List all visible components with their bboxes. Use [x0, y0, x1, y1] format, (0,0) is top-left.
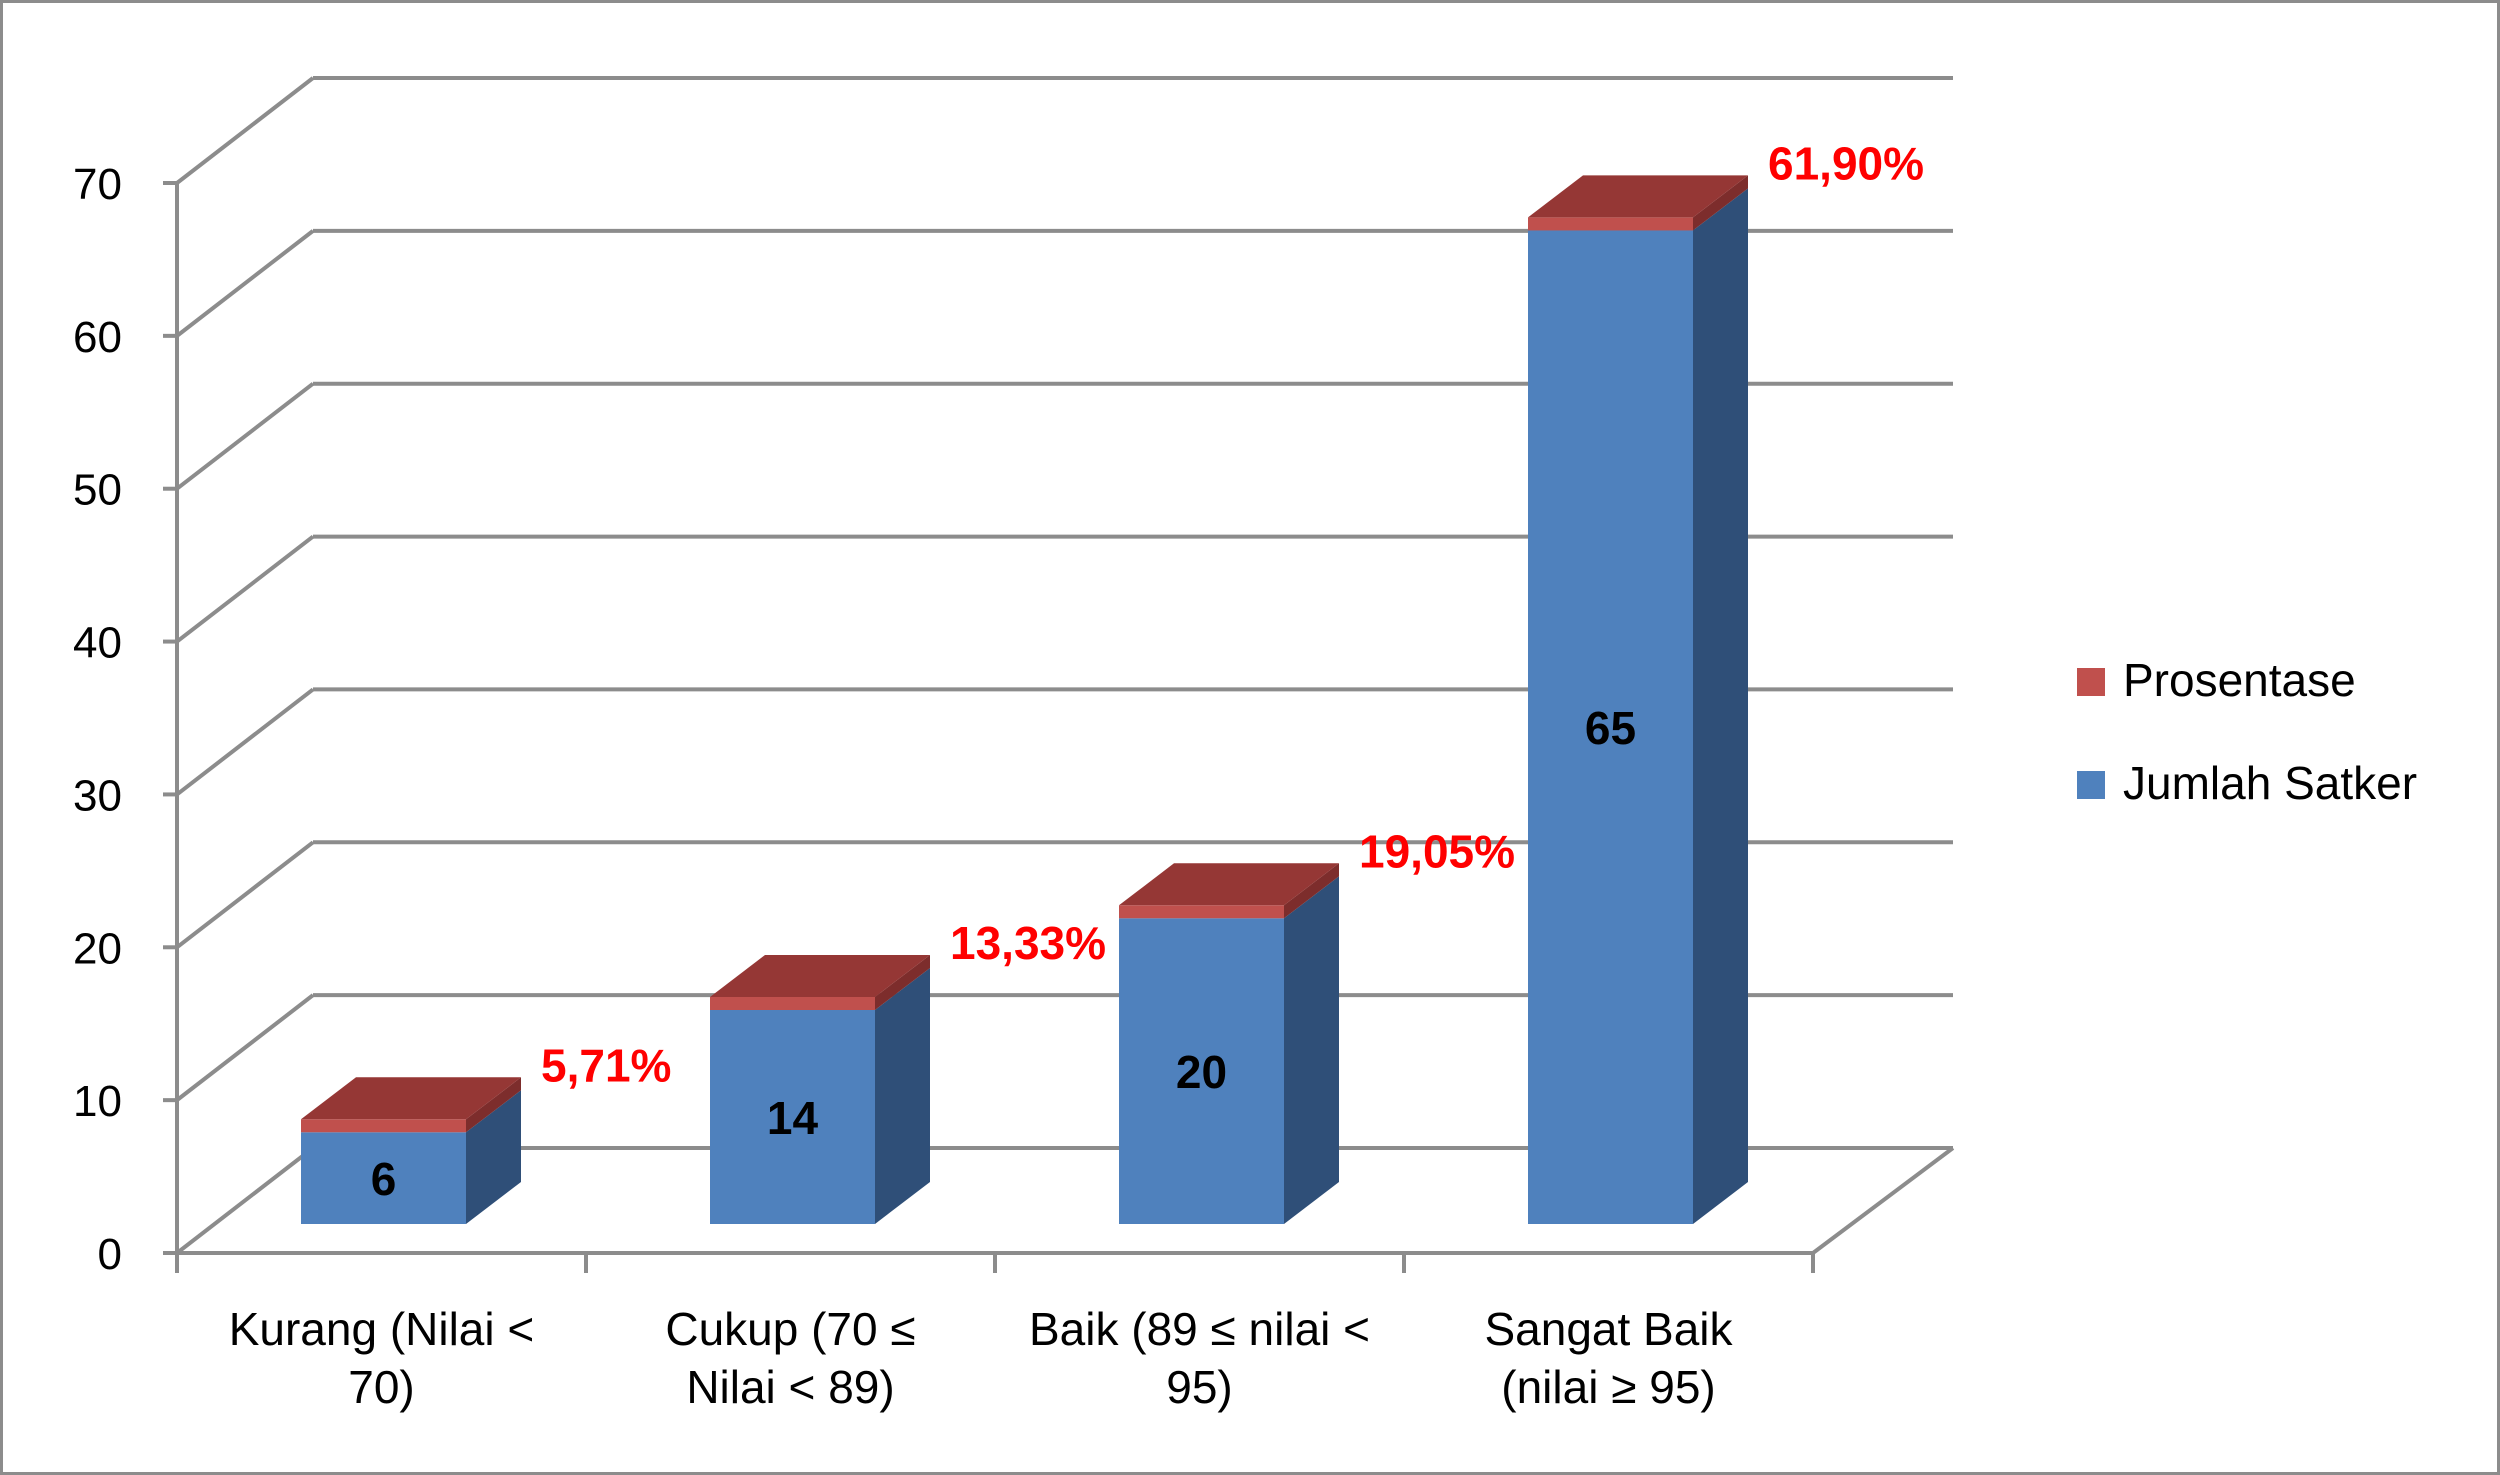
- legend-label: Prosentase: [2123, 654, 2356, 706]
- bar-prosentase-top: [301, 1077, 521, 1120]
- y-tick-label: 20: [73, 924, 122, 973]
- legend-swatch: [2077, 668, 2105, 696]
- bar-jumlah-satker-side: [1284, 876, 1339, 1224]
- bar-jumlah-satker: [1119, 918, 1284, 1224]
- y-tick-label: 30: [73, 771, 122, 820]
- bar-prosentase: [1528, 217, 1693, 231]
- data-label-prosentase: 61,90%: [1768, 137, 1924, 189]
- data-label-prosentase: 19,05%: [1359, 825, 1515, 877]
- y-tick-label: 40: [73, 619, 122, 668]
- legend-swatch: [2077, 771, 2105, 799]
- y-tick-label: 50: [73, 466, 122, 515]
- x-category-label: Kurang (Nilai <: [229, 1303, 535, 1355]
- bar-prosentase-top: [1528, 175, 1748, 218]
- bar-prosentase-top: [710, 955, 930, 997]
- gridline-diagonal: [175, 229, 315, 338]
- bar-prosentase-side: [466, 1077, 521, 1133]
- bar-prosentase-side: [875, 955, 930, 1010]
- bar-prosentase: [301, 1119, 466, 1133]
- x-category-label: 95): [1166, 1361, 1232, 1413]
- y-tick-label: 10: [73, 1077, 122, 1126]
- y-tick-label: 0: [98, 1230, 122, 1279]
- data-label-jumlah-satker: 6: [371, 1153, 397, 1205]
- data-label-prosentase: 5,71%: [541, 1039, 671, 1091]
- floor-edge: [1811, 1146, 1955, 1255]
- bar-jumlah-satker: [1528, 230, 1693, 1224]
- gridline-diagonal: [175, 76, 315, 185]
- x-category-label: Cukup (70 ≤: [665, 1303, 915, 1355]
- data-label-prosentase: 13,33%: [950, 917, 1106, 969]
- x-category-label: Nilai < 89): [686, 1361, 894, 1413]
- bar-prosentase-top: [1119, 863, 1339, 906]
- gridline-diagonal: [175, 1146, 315, 1255]
- data-label-jumlah-satker: 14: [767, 1092, 819, 1144]
- y-tick-label: 60: [73, 313, 122, 362]
- x-category-label: 70): [348, 1361, 414, 1413]
- data-label-jumlah-satker: 65: [1585, 702, 1636, 754]
- gridline-diagonal: [175, 382, 315, 491]
- bar-prosentase-side: [1284, 863, 1339, 919]
- gridline-diagonal: [175, 687, 315, 797]
- bar-jumlah-satker-side: [1693, 188, 1748, 1224]
- x-category-label: (nilai ≥ 95): [1501, 1361, 1715, 1413]
- x-category-label: Sangat Baik: [1484, 1303, 1733, 1355]
- gridline-diagonal: [175, 840, 315, 949]
- bar-prosentase-side: [1693, 175, 1748, 231]
- gridline-diagonal: [175, 534, 315, 644]
- x-category-label: Baik (89 ≤ nilai <: [1029, 1303, 1370, 1355]
- gridline-diagonal: [175, 993, 315, 1102]
- bar-prosentase: [1119, 905, 1284, 919]
- bar-jumlah-satker: [710, 1010, 875, 1224]
- legend-label: Jumlah Satker: [2123, 757, 2417, 809]
- y-tick-label: 70: [73, 160, 122, 209]
- bar-jumlah-satker-side: [875, 968, 930, 1224]
- bar-jumlah-satker-side: [466, 1090, 521, 1224]
- bar-jumlah-satker: [301, 1132, 466, 1224]
- data-label-jumlah-satker: 20: [1176, 1046, 1227, 1098]
- bar-prosentase: [710, 997, 875, 1010]
